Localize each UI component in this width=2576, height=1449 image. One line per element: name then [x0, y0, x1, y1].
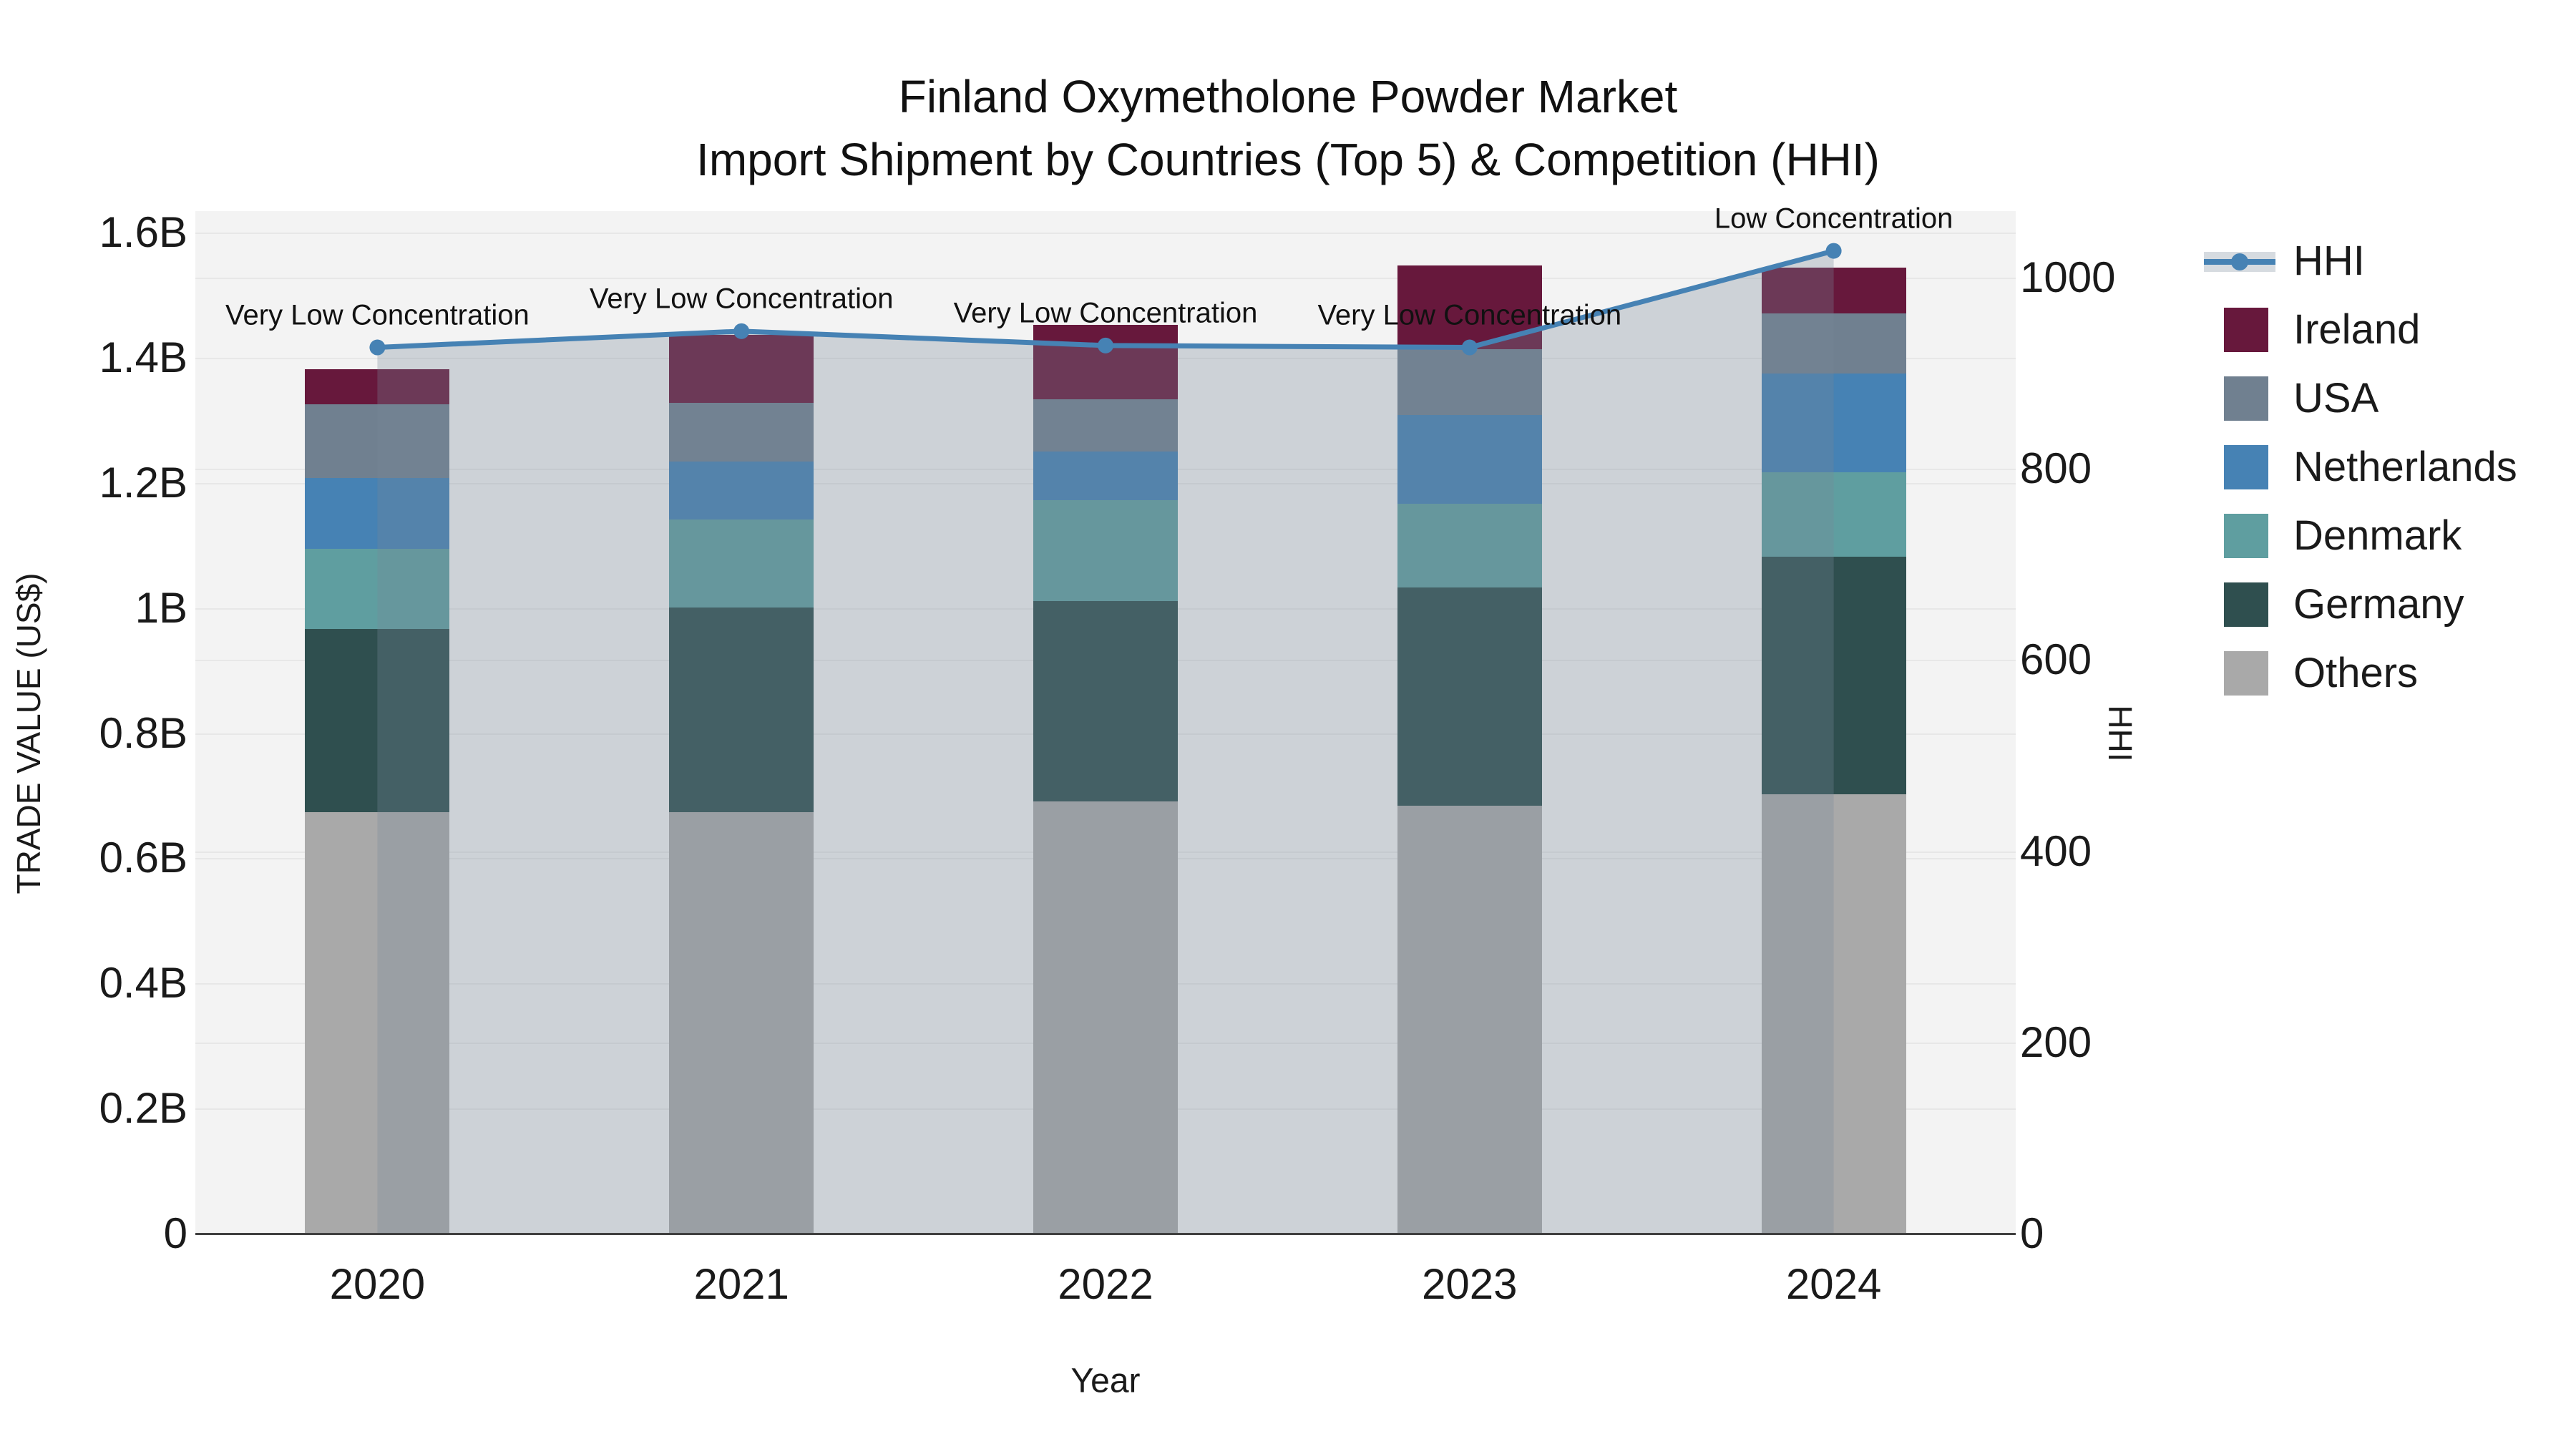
- bar-segment-germany-2024: [1761, 556, 1906, 795]
- bar-segment-denmark-2020: [305, 548, 450, 630]
- legend-swatch-others: [2224, 651, 2268, 696]
- bar-segment-germany-2023: [1397, 587, 1542, 806]
- annotation-2022: Very Low Concentration: [953, 297, 1258, 329]
- y-left-tick-1.6B: 1.6B: [99, 208, 187, 256]
- x-tick-2024: 2024: [1785, 1260, 1882, 1308]
- legend-label-ireland: Ireland: [2293, 306, 2421, 353]
- annotation-2024: Low Concentration: [1714, 203, 1953, 235]
- gridline-left: [195, 233, 2016, 234]
- x-tick-2022: 2022: [1058, 1260, 1153, 1308]
- bar-segment-usa-2022: [1033, 399, 1178, 452]
- bar-segment-netherlands-2022: [1033, 452, 1178, 501]
- bar-segment-denmark-2023: [1397, 504, 1542, 587]
- y-right-tick-0: 0: [2020, 1209, 2044, 1257]
- bar-segment-ireland-2024: [1761, 267, 1906, 313]
- y-left-tick-0.8B: 0.8B: [99, 708, 187, 757]
- hhi-marker-2021: [733, 323, 750, 339]
- bar-segment-ireland-2022: [1033, 324, 1178, 400]
- hhi-marker-2024: [1825, 243, 1842, 259]
- bar-segment-ireland-2021: [669, 335, 814, 403]
- legend-label-usa: USA: [2293, 375, 2379, 421]
- legend-item-others[interactable]: Others: [2190, 648, 2576, 698]
- y-left-tick-0: 0: [163, 1209, 187, 1257]
- legend-label-others: Others: [2293, 650, 2419, 696]
- bar-segment-others-2023: [1397, 805, 1542, 1234]
- annotation-2020: Very Low Concentration: [225, 299, 530, 331]
- hhi-legend-sample: [2204, 239, 2275, 283]
- bar-segment-usa-2020: [305, 404, 450, 478]
- x-axis-line: [195, 1233, 2016, 1235]
- x-tick-2021: 2021: [693, 1260, 789, 1308]
- hhi-marker-2020: [369, 339, 386, 356]
- bar-segment-denmark-2021: [669, 519, 814, 608]
- y-left-tick-1.4B: 1.4B: [99, 333, 187, 381]
- legend-item-germany[interactable]: Germany: [2190, 580, 2576, 630]
- hhi-legend-marker: [2231, 253, 2248, 270]
- legend-swatch-denmark: [2224, 514, 2268, 558]
- annotation-2021: Very Low Concentration: [589, 283, 894, 315]
- y-right-tick-600: 600: [2020, 635, 2092, 684]
- legend-label-denmark: Denmark: [2293, 512, 2462, 559]
- bar-segment-germany-2022: [1033, 601, 1178, 801]
- legend-label-netherlands: Netherlands: [2293, 444, 2517, 490]
- y-left-tick-0.6B: 0.6B: [99, 834, 187, 882]
- legend-label-germany: Germany: [2293, 581, 2464, 628]
- x-tick-2023: 2023: [1422, 1260, 1518, 1308]
- bar-segment-usa-2021: [669, 402, 814, 462]
- y-right-tick-1000: 1000: [2020, 253, 2116, 301]
- legend-swatch-netherlands: [2224, 445, 2268, 489]
- gridline-right: [195, 278, 2016, 279]
- legend-swatch-usa: [2224, 376, 2268, 421]
- legend-swatch-ireland: [2224, 308, 2268, 352]
- y-right-tick-200: 200: [2020, 1018, 2092, 1066]
- bar-segment-others-2024: [1761, 794, 1906, 1234]
- hhi-area-fill: [377, 250, 1834, 1234]
- legend-swatch-germany: [2224, 582, 2268, 627]
- legend-label-hhi: HHI: [2293, 238, 2365, 284]
- x-axis-title: Year: [1070, 1362, 1141, 1400]
- y-left-tick-1.2B: 1.2B: [99, 458, 187, 507]
- bar-segment-ireland-2020: [305, 369, 450, 404]
- y-right-tick-400: 400: [2020, 826, 2092, 875]
- annotation-2023: Very Low Concentration: [1317, 299, 1622, 331]
- bar-segment-germany-2020: [305, 629, 450, 812]
- bar-segment-others-2021: [669, 811, 814, 1234]
- legend-item-usa[interactable]: USA: [2190, 374, 2576, 424]
- bar-segment-usa-2024: [1761, 313, 1906, 374]
- bar-segment-netherlands-2021: [669, 462, 814, 520]
- y-left-tick-0.4B: 0.4B: [99, 959, 187, 1008]
- y-axis-right-title: HHI: [2102, 705, 2139, 762]
- hhi-line-layer: [369, 243, 1842, 1234]
- y-left-tick-0.2B: 0.2B: [99, 1084, 187, 1133]
- bar-segment-others-2020: [305, 811, 450, 1234]
- chart-subtitle: Import Shipment by Countries (Top 5) & C…: [696, 134, 1880, 185]
- chart-title: Finland Oxymetholone Powder Market: [898, 71, 1678, 122]
- y-right-tick-800: 800: [2020, 444, 2092, 493]
- hhi-marker-2022: [1098, 337, 1113, 353]
- legend-item-denmark[interactable]: Denmark: [2190, 511, 2576, 561]
- bar-segment-usa-2023: [1397, 348, 1542, 416]
- y-left-tick-1B: 1B: [135, 583, 187, 632]
- bar-segment-netherlands-2024: [1761, 373, 1906, 472]
- bar-segment-denmark-2022: [1033, 500, 1178, 601]
- legend-item-hhi[interactable]: HHI: [2190, 236, 2576, 286]
- bar-segment-netherlands-2020: [305, 477, 450, 549]
- x-tick-2020: 2020: [329, 1260, 426, 1308]
- legend-item-netherlands[interactable]: Netherlands: [2190, 442, 2576, 492]
- legend-item-ireland[interactable]: Ireland: [2190, 305, 2576, 355]
- bar-segment-netherlands-2023: [1397, 415, 1542, 504]
- plot-area: [195, 211, 2016, 1234]
- bar-segment-denmark-2024: [1761, 472, 1906, 557]
- hhi-marker-2023: [1461, 339, 1478, 356]
- bar-segment-germany-2021: [669, 607, 814, 812]
- bar-segment-others-2022: [1033, 801, 1178, 1234]
